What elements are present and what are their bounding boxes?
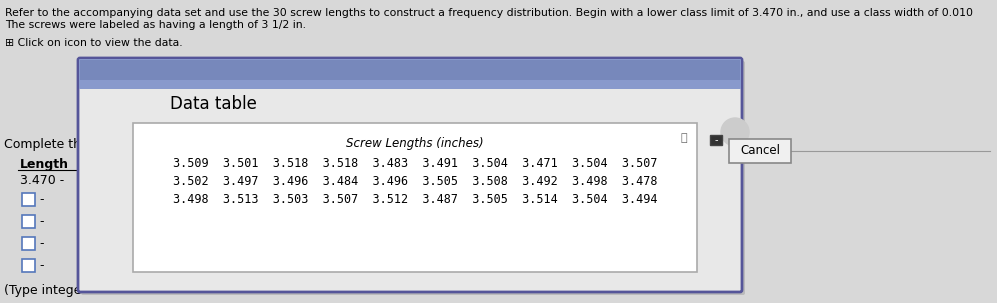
FancyBboxPatch shape — [81, 61, 745, 295]
Text: Screw Lengths (inches): Screw Lengths (inches) — [346, 137, 484, 150]
Text: -: - — [39, 237, 44, 250]
FancyBboxPatch shape — [133, 123, 697, 272]
Bar — [22, 237, 35, 250]
Bar — [22, 193, 35, 206]
Text: Complete th: Complete th — [4, 138, 81, 151]
Text: ⊞ Click on icon to view the data.: ⊞ Click on icon to view the data. — [5, 38, 182, 48]
Text: -: - — [39, 193, 44, 206]
FancyBboxPatch shape — [78, 58, 742, 292]
Bar — [22, 259, 35, 272]
Text: -: - — [39, 259, 44, 272]
Text: Cancel: Cancel — [740, 145, 780, 158]
Text: Length: Length — [20, 158, 69, 171]
Text: 3.502  3.497  3.496  3.484  3.496  3.505  3.508  3.492  3.498  3.478: 3.502 3.497 3.496 3.484 3.496 3.505 3.50… — [172, 175, 657, 188]
Text: -: - — [39, 215, 44, 228]
Text: Refer to the accompanying data set and use the 30 screw lengths to construct a f: Refer to the accompanying data set and u… — [5, 8, 973, 18]
Circle shape — [721, 118, 749, 146]
Text: Data table: Data table — [170, 95, 257, 113]
Bar — [22, 215, 35, 228]
Text: -: - — [714, 135, 718, 145]
Text: 3.498  3.513  3.503  3.507  3.512  3.487  3.505  3.514  3.504  3.494: 3.498 3.513 3.503 3.507 3.512 3.487 3.50… — [172, 193, 657, 206]
Text: ⎘: ⎘ — [680, 133, 687, 143]
Text: 3.470 -: 3.470 - — [20, 174, 64, 187]
Text: The screws were labeled as having a length of 3 1/2 in.: The screws were labeled as having a leng… — [5, 20, 306, 30]
Text: 3.509  3.501  3.518  3.518  3.483  3.491  3.504  3.471  3.504  3.507: 3.509 3.501 3.518 3.518 3.483 3.491 3.50… — [172, 157, 657, 170]
FancyBboxPatch shape — [79, 59, 741, 89]
FancyBboxPatch shape — [729, 139, 791, 163]
Bar — [710, 135, 722, 145]
Text: (Type intege: (Type intege — [4, 284, 82, 297]
Bar — [80, 60, 740, 80]
